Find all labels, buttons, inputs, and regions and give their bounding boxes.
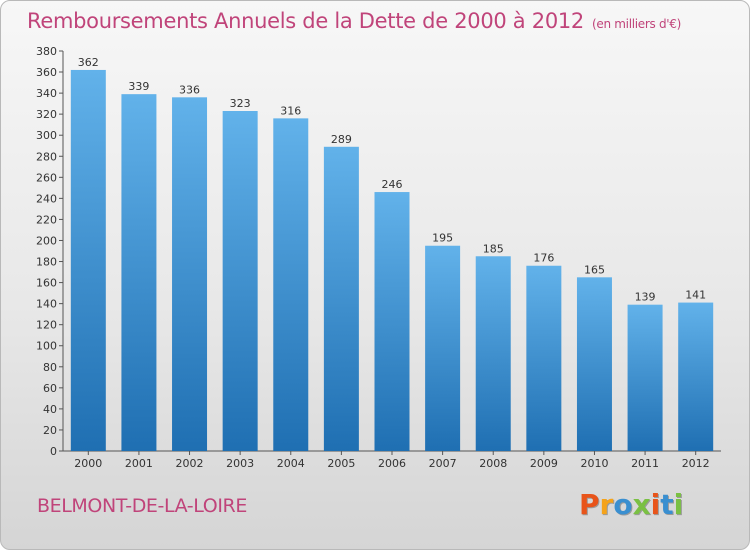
bar-2000 xyxy=(70,69,106,452)
logo-letter: o xyxy=(613,488,633,521)
data-label-2002: 336 xyxy=(179,83,200,96)
bar-2006 xyxy=(374,192,410,452)
x-tick-label: 2006 xyxy=(378,457,406,470)
data-label-2008: 185 xyxy=(483,242,504,255)
y-tick-label: 100 xyxy=(36,340,57,353)
data-label-2005: 289 xyxy=(331,133,352,146)
y-tick-label: 320 xyxy=(36,108,57,121)
axes: 0 20 40 60 80 100 120 140 160 180 200 220 240 260 280 3… xyxy=(36,45,721,470)
data-label-2007: 195 xyxy=(432,232,453,245)
logo-letter: P xyxy=(579,488,600,521)
x-tick-label: 2001 xyxy=(125,457,153,470)
data-label-2001: 339 xyxy=(128,80,149,93)
x-tick-label: 2002 xyxy=(176,457,204,470)
y-tick-label: 240 xyxy=(36,192,57,205)
x-tick-label: 2010 xyxy=(580,457,608,470)
x-tick-label: 2007 xyxy=(429,457,457,470)
x-tick-label: 2000 xyxy=(74,457,102,470)
y-tick-label: 260 xyxy=(36,171,57,184)
proxiti-logo: Proxiti xyxy=(579,488,683,521)
data-labels: 362 339 336 323 316 289 246 195 185 176 165 139 141 xyxy=(78,56,706,304)
y-tick-label: 360 xyxy=(36,66,57,79)
x-tick-label: 2009 xyxy=(530,457,558,470)
town-name: BELMONT-DE-LA-LOIRE xyxy=(37,495,247,517)
x-tick-label: 2008 xyxy=(479,457,507,470)
data-label-2009: 176 xyxy=(533,252,554,265)
bar-2007 xyxy=(425,245,461,451)
data-label-2003: 323 xyxy=(230,97,251,110)
y-tick-label: 60 xyxy=(43,382,57,395)
y-tick-label: 340 xyxy=(36,87,57,100)
logo-letter: t xyxy=(660,488,674,521)
bar-2004 xyxy=(273,118,309,452)
y-tick-label: 160 xyxy=(36,277,57,290)
logo-letter: i xyxy=(650,488,661,521)
x-tick-label: 2003 xyxy=(226,457,254,470)
x-tick-label: 2004 xyxy=(277,457,305,470)
y-tick-label: 20 xyxy=(43,424,57,437)
bar-2002 xyxy=(172,97,208,451)
y-tick-label: 40 xyxy=(43,403,57,416)
data-label-2006: 246 xyxy=(382,178,403,191)
y-tick-label: 140 xyxy=(36,298,57,311)
chart-title-text: Remboursements Annuels de la Dette de 20… xyxy=(27,9,584,33)
bar-2008 xyxy=(475,256,511,451)
y-tick-label: 180 xyxy=(36,256,57,269)
chart-title: Remboursements Annuels de la Dette de 20… xyxy=(27,9,681,33)
bar-2001 xyxy=(121,94,157,451)
data-label-2012: 141 xyxy=(685,289,706,302)
bars xyxy=(70,69,714,452)
data-label-2004: 316 xyxy=(280,104,301,117)
x-tick-label: 2005 xyxy=(327,457,355,470)
logo-letter: i xyxy=(673,488,684,521)
y-tick-label: 0 xyxy=(50,445,57,458)
bar-2009 xyxy=(526,265,562,451)
y-tick-label: 120 xyxy=(36,319,57,332)
data-label-2011: 139 xyxy=(635,291,656,304)
y-tick-label: 80 xyxy=(43,361,57,374)
bar-2011 xyxy=(627,304,663,451)
logo-letter: r xyxy=(599,488,614,521)
bar-2012 xyxy=(678,302,714,451)
data-label-2000: 362 xyxy=(78,56,99,69)
y-tick-label: 200 xyxy=(36,234,57,247)
y-tick-label: 380 xyxy=(36,45,57,58)
x-tick-label: 2011 xyxy=(631,457,659,470)
unit-note: (en milliers d'€) xyxy=(592,17,682,31)
x-tick-label: 2012 xyxy=(682,457,710,470)
bar-2010 xyxy=(576,277,612,451)
bar-2005 xyxy=(323,146,359,451)
logo-letter: x xyxy=(632,488,651,521)
y-tick-label: 220 xyxy=(36,213,57,226)
data-label-2010: 165 xyxy=(584,263,605,276)
y-tick-label: 280 xyxy=(36,150,57,163)
y-tick-label: 300 xyxy=(36,129,57,142)
bar-2003 xyxy=(222,111,258,451)
